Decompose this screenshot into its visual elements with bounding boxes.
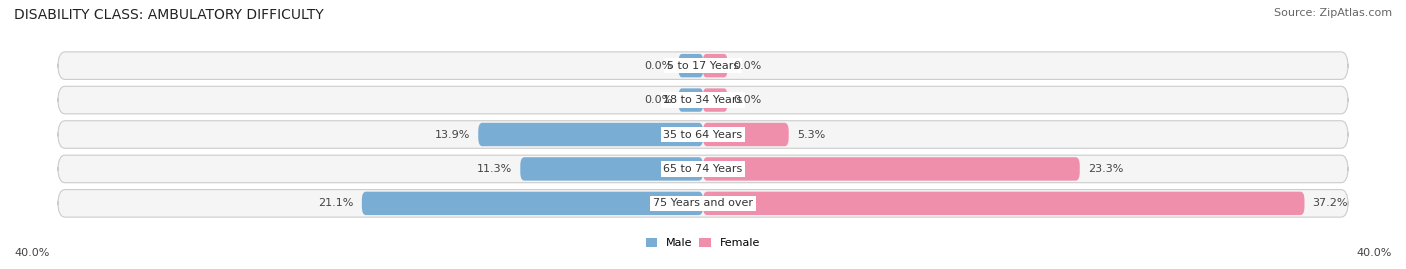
Text: 11.3%: 11.3% (477, 164, 512, 174)
Text: 18 to 34 Years: 18 to 34 Years (664, 95, 742, 105)
FancyBboxPatch shape (58, 52, 1348, 79)
Text: 75 Years and over: 75 Years and over (652, 198, 754, 208)
Text: 35 to 64 Years: 35 to 64 Years (664, 129, 742, 140)
FancyBboxPatch shape (361, 192, 703, 215)
Text: 0.0%: 0.0% (734, 95, 762, 105)
Text: 23.3%: 23.3% (1088, 164, 1123, 174)
FancyBboxPatch shape (58, 155, 1348, 183)
Text: 40.0%: 40.0% (14, 248, 49, 258)
FancyBboxPatch shape (478, 123, 703, 146)
Legend: Male, Female: Male, Female (641, 234, 765, 253)
FancyBboxPatch shape (520, 157, 703, 181)
FancyBboxPatch shape (679, 88, 703, 112)
Text: 65 to 74 Years: 65 to 74 Years (664, 164, 742, 174)
Text: 0.0%: 0.0% (644, 95, 672, 105)
Text: DISABILITY CLASS: AMBULATORY DIFFICULTY: DISABILITY CLASS: AMBULATORY DIFFICULTY (14, 8, 323, 22)
FancyBboxPatch shape (703, 157, 1080, 181)
FancyBboxPatch shape (703, 54, 727, 77)
FancyBboxPatch shape (703, 123, 789, 146)
Text: 37.2%: 37.2% (1313, 198, 1348, 208)
Text: Source: ZipAtlas.com: Source: ZipAtlas.com (1274, 8, 1392, 18)
Text: 40.0%: 40.0% (1357, 248, 1392, 258)
Text: 0.0%: 0.0% (644, 61, 672, 71)
FancyBboxPatch shape (703, 88, 727, 112)
FancyBboxPatch shape (58, 86, 1348, 114)
FancyBboxPatch shape (58, 190, 1348, 217)
Text: 5.3%: 5.3% (797, 129, 825, 140)
Text: 21.1%: 21.1% (318, 198, 354, 208)
Text: 5 to 17 Years: 5 to 17 Years (666, 61, 740, 71)
FancyBboxPatch shape (58, 121, 1348, 148)
FancyBboxPatch shape (679, 54, 703, 77)
Text: 0.0%: 0.0% (734, 61, 762, 71)
Text: 13.9%: 13.9% (434, 129, 470, 140)
FancyBboxPatch shape (703, 192, 1305, 215)
